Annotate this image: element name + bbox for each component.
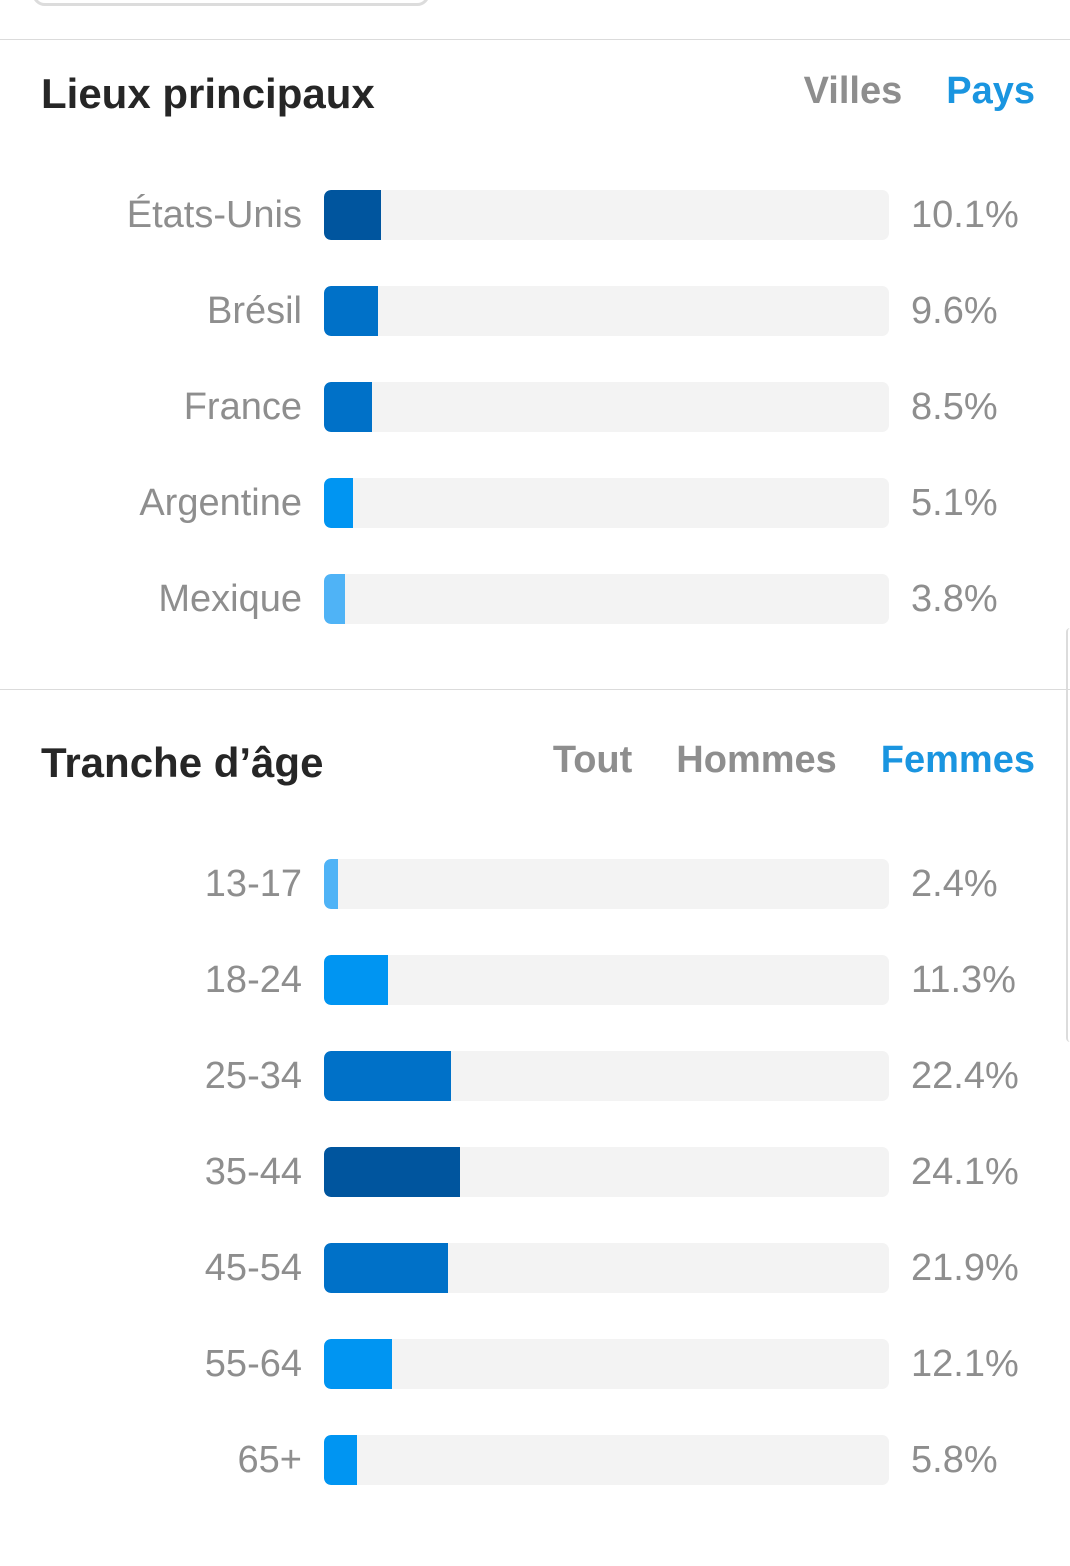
bar-track: [324, 859, 889, 909]
bar-track: [324, 286, 889, 336]
tab-countries[interactable]: Pays: [946, 70, 1035, 112]
bar-track: [324, 574, 889, 624]
bar-row: 13-17 2.4%: [0, 859, 1070, 909]
bar-row: 65+ 5.8%: [0, 1435, 1070, 1485]
bar-label: 65+: [237, 1439, 302, 1481]
bar-row: 45-54 21.9%: [0, 1243, 1070, 1293]
bar-fill: [324, 1435, 357, 1485]
bar-label: États-Unis: [126, 194, 302, 236]
bar-label: Argentine: [139, 482, 302, 524]
bar-value: 5.1%: [911, 482, 998, 524]
bar-value: 21.9%: [911, 1247, 1019, 1289]
bar-track: [324, 1243, 889, 1293]
bar-row: France 8.5%: [0, 382, 1070, 432]
bar-row: 25-34 22.4%: [0, 1051, 1070, 1101]
bar-track: [324, 382, 889, 432]
bar-label: France: [183, 386, 302, 428]
bar-row: 55-64 12.1%: [0, 1339, 1070, 1389]
gender-tabs: Tout Hommes Femmes: [553, 739, 1035, 782]
bar-row: États-Unis 10.1%: [0, 190, 1070, 240]
tab-men[interactable]: Hommes: [676, 739, 837, 781]
bar-track: [324, 1435, 889, 1485]
age-range-title: Tranche d’âge: [41, 739, 324, 786]
bar-fill: [324, 286, 378, 336]
bar-row: 18-24 11.3%: [0, 955, 1070, 1005]
bar-track: [324, 955, 889, 1005]
bar-fill: [324, 859, 338, 909]
section-divider: [0, 689, 1070, 690]
bar-fill: [324, 1051, 451, 1101]
bar-label: 55-64: [204, 1343, 302, 1385]
bar-label: Brésil: [206, 290, 302, 332]
bar-track: [324, 1147, 889, 1197]
bar-value: 10.1%: [911, 194, 1019, 236]
bar-track: [324, 1339, 889, 1389]
bar-value: 11.3%: [911, 959, 1016, 1001]
section-divider: [0, 39, 1070, 40]
bar-row: Mexique 3.8%: [0, 574, 1070, 624]
bar-value: 9.6%: [911, 290, 998, 332]
bar-row: Argentine 5.1%: [0, 478, 1070, 528]
bar-label: 35-44: [204, 1151, 302, 1193]
bar-track: [324, 1051, 889, 1101]
bar-label: 13-17: [204, 863, 302, 905]
bar-value: 12.1%: [911, 1343, 1019, 1385]
bar-value: 8.5%: [911, 386, 998, 428]
top-locations-title: Lieux principaux: [41, 70, 375, 117]
bar-fill: [324, 1339, 392, 1389]
bar-value: 22.4%: [911, 1055, 1019, 1097]
bar-fill: [324, 478, 353, 528]
bar-label: 18-24: [204, 959, 302, 1001]
bar-label: 25-34: [204, 1055, 302, 1097]
tab-all[interactable]: Tout: [552, 739, 633, 781]
tab-cities[interactable]: Villes: [803, 70, 903, 112]
bar-fill: [324, 1147, 460, 1197]
bar-fill: [324, 955, 388, 1005]
location-tabs: Villes Pays: [804, 70, 1035, 113]
bar-fill: [324, 574, 345, 624]
bar-track: [324, 478, 889, 528]
bar-value: 3.8%: [911, 578, 998, 620]
bar-row: Brésil 9.6%: [0, 286, 1070, 336]
bar-label: Mexique: [158, 578, 302, 620]
bar-track: [324, 190, 889, 240]
bar-value: 5.8%: [911, 1439, 998, 1481]
bar-row: 35-44 24.1%: [0, 1147, 1070, 1197]
bar-fill: [324, 190, 381, 240]
tab-women[interactable]: Femmes: [880, 739, 1035, 781]
bar-value: 2.4%: [911, 863, 998, 905]
bar-fill: [324, 382, 372, 432]
scrollbar[interactable]: [1066, 628, 1070, 1042]
previous-section-button-edge[interactable]: [32, 0, 430, 6]
bar-label: 45-54: [204, 1247, 302, 1289]
bar-fill: [324, 1243, 448, 1293]
bar-value: 24.1%: [911, 1151, 1019, 1193]
